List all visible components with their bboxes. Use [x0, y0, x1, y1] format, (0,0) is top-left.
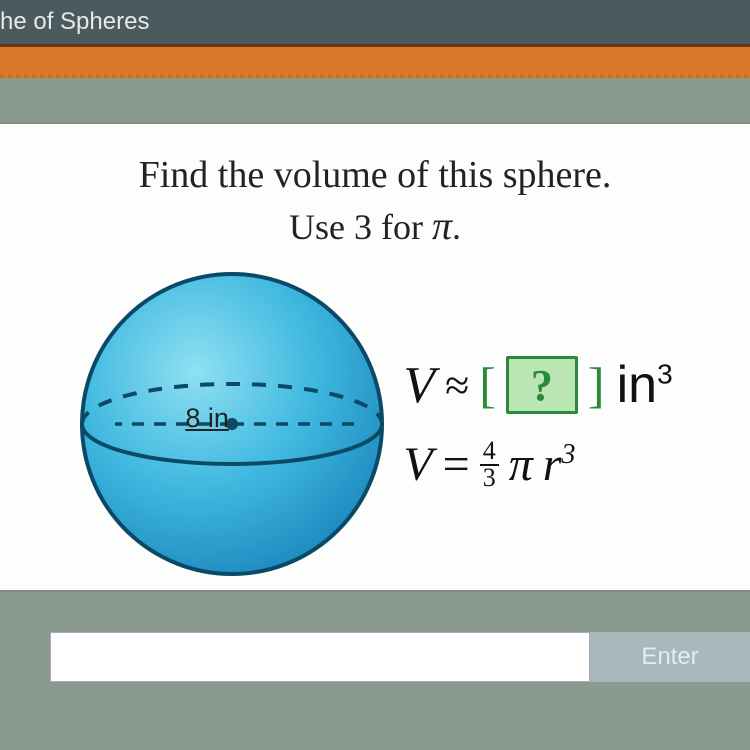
spacer [0, 76, 750, 122]
v-symbol-2: V [403, 437, 432, 492]
lesson-title-bar: he of Spheres [0, 0, 750, 44]
approx-symbol: ≈ [445, 360, 469, 411]
pi-formula: π [509, 437, 533, 492]
frac-den: 3 [480, 466, 499, 491]
unit-base: in [617, 356, 657, 414]
prompt-mid: for [372, 207, 432, 247]
unit-power: 3 [657, 359, 673, 390]
answer-row: Enter [0, 632, 750, 686]
sphere-diagram: 8 in [77, 269, 387, 579]
pi-symbol: π [432, 203, 452, 248]
answer-blank[interactable]: ? [506, 356, 578, 414]
prompt-post: . [452, 207, 461, 247]
equation-formula: V = 4 3 πr3 [403, 437, 672, 492]
lesson-title: he of Spheres [0, 8, 149, 35]
r-symbol: r [543, 438, 562, 491]
radius-label: 8 in [185, 403, 229, 434]
prompt-line-2: Use 3 for π. [24, 202, 726, 249]
equals-symbol: = [443, 437, 470, 492]
fraction-4-3: 4 3 [480, 439, 499, 490]
prompt-line-1: Find the volume of this sphere. [24, 152, 726, 200]
bracket-close: ] [588, 356, 605, 414]
equation-volume-blank: V ≈ [?] in3 [403, 355, 672, 415]
prompt-pre: Use [289, 207, 354, 247]
content-row: 8 in V ≈ [?] in3 V = 4 3 πr3 [24, 269, 726, 579]
equations: V ≈ [?] in3 V = 4 3 πr3 [403, 355, 672, 492]
sphere-svg [77, 269, 387, 579]
r-term: r3 [543, 437, 576, 492]
problem-panel: Find the volume of this sphere. Use 3 fo… [0, 122, 750, 592]
answer-input[interactable] [50, 632, 590, 682]
frac-num: 4 [480, 439, 499, 466]
enter-button[interactable]: Enter [590, 632, 750, 682]
bracket-open: [ [479, 356, 496, 414]
pi-approx-value: 3 [354, 207, 372, 247]
v-symbol: V [403, 356, 435, 415]
accent-bar [0, 44, 750, 76]
unit-text: in3 [617, 355, 673, 415]
r-power: 3 [561, 439, 575, 470]
